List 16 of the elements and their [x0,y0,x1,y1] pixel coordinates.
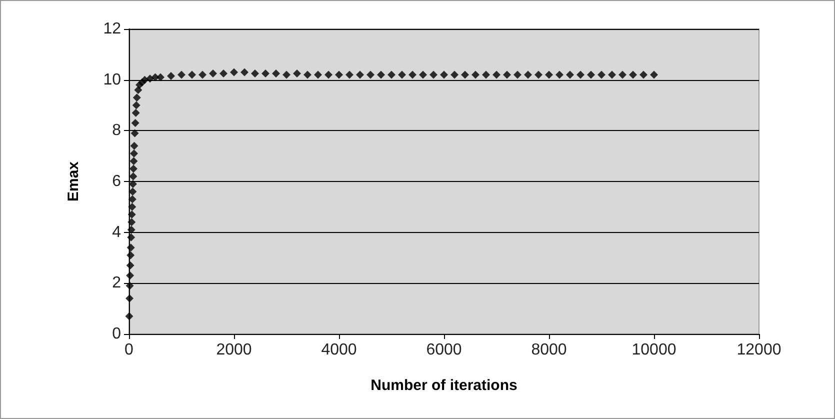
x-axis-title: Number of iterations [370,377,518,394]
x-tick-label: 0 [124,342,134,358]
y-tick-label: 2 [112,274,122,292]
y-tick-label: 12 [103,20,122,38]
x-tick-label: 12000 [736,342,782,358]
y-tick-label: 8 [112,122,122,140]
y-tick-label: 0 [112,326,122,342]
x-tick-label: 8000 [531,342,567,358]
x-tick-label: 6000 [426,342,462,358]
y-tick-label: 4 [112,224,122,241]
x-tick-label: 2000 [216,342,252,358]
y-tick-label: 6 [112,173,122,190]
y-tick-label: 10 [103,71,122,88]
x-tick-label: 4000 [321,342,357,358]
y-axis-title: Emax [65,160,82,202]
x-tick-label: 10000 [632,342,676,358]
